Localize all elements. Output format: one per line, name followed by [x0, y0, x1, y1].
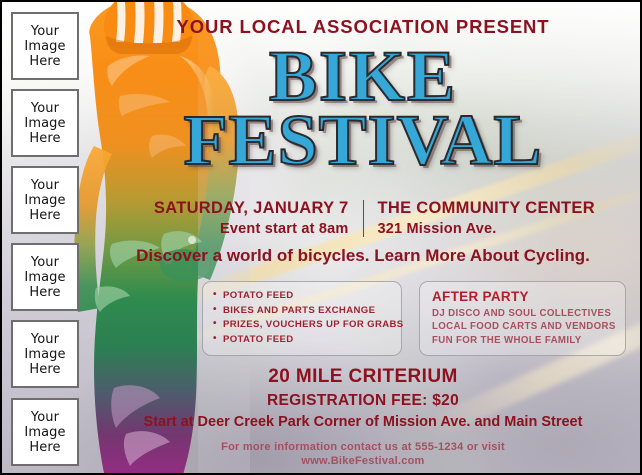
footer-line-1: For more information contact us at 555-1…	[221, 441, 505, 453]
image-placeholder-line3: Here	[29, 284, 61, 300]
footer-contact: For more information contact us at 555-1…	[84, 440, 640, 468]
list-item: POTATO FEED	[213, 332, 391, 348]
image-placeholder-line3: Here	[29, 130, 61, 146]
after-party-title: AFTER PARTY	[432, 289, 529, 304]
image-placeholder-line1: Your	[30, 409, 60, 425]
image-placeholder-5[interactable]: Your Image Here	[11, 320, 79, 388]
title-line-festival: FESTIVAL	[183, 100, 543, 180]
image-placeholder-line3: Here	[29, 361, 61, 377]
image-placeholder-4[interactable]: Your Image Here	[11, 243, 79, 311]
event-venue-column: THE COMMUNITY CENTER 321 Mission Ave.	[364, 198, 616, 239]
image-placeholder-line1: Your	[30, 23, 60, 39]
flyer-title-block: BIKE FESTIVAL	[84, 36, 640, 180]
image-placeholder-line3: Here	[29, 207, 61, 223]
list-item: FUN FOR THE WHOLE FAMILY	[432, 334, 582, 346]
image-placeholder-line2: Image	[24, 269, 66, 285]
event-tagline: Discover a world of bicycles. Learn More…	[136, 246, 590, 265]
image-placeholder-line2: Image	[24, 424, 66, 440]
image-placeholder-line1: Your	[30, 177, 60, 193]
image-placeholder-line3: Here	[29, 439, 61, 455]
image-placeholder-line1: Your	[30, 331, 60, 347]
activities-list: POTATO FEED BIKES AND PARTS EXCHANGE PRI…	[213, 288, 403, 348]
image-placeholder-line1: Your	[30, 100, 60, 116]
activities-panel: POTATO FEED BIKES AND PARTS EXCHANGE PRI…	[202, 281, 403, 356]
start-location: Start at Deer Creek Park Corner of Missi…	[143, 414, 583, 430]
image-placeholder-line3: Here	[29, 53, 61, 69]
criterium-title: 20 MILE CRITERIUM	[268, 366, 458, 387]
image-placeholder-line2: Image	[24, 38, 66, 54]
venue-name: THE COMMUNITY CENTER	[377, 199, 595, 217]
footer-line-2[interactable]: www.BikeFestival.com	[301, 455, 425, 467]
image-placeholder-strip: Your Image Here Your Image Here Your Ima…	[2, 2, 84, 473]
presenter-line: YOUR LOCAL ASSOCIATION PRESENT	[176, 16, 550, 37]
image-placeholder-1[interactable]: Your Image Here	[11, 12, 79, 80]
event-date-column: SATURDAY, JANUARY 7 Event start at 8am	[111, 198, 363, 239]
event-date: SATURDAY, JANUARY 7	[153, 199, 349, 217]
info-divider	[362, 200, 364, 237]
flyer-content: YOUR LOCAL ASSOCIATION PRESENT BIKE FEST…	[84, 2, 640, 473]
image-placeholder-2[interactable]: Your Image Here	[11, 89, 79, 157]
title-line-bike: BIKE	[268, 36, 458, 116]
list-item: DJ DISCO AND SOUL COLLECTIVES	[432, 308, 612, 319]
list-item: BIKES AND PARTS EXCHANGE	[213, 303, 391, 319]
list-item: LOCAL FOOD CARTS AND VENDORS	[432, 321, 616, 333]
image-placeholder-line1: Your	[30, 254, 60, 270]
list-item: PRIZES, VOUCHERS UP FOR GRABS	[213, 317, 403, 333]
list-item: POTATO FEED	[213, 288, 391, 304]
image-placeholder-3[interactable]: Your Image Here	[11, 166, 79, 234]
after-party-panel: AFTER PARTY DJ DISCO AND SOUL COLLECTIVE…	[419, 281, 626, 356]
event-info-row: SATURDAY, JANUARY 7 Event start at 8am T…	[84, 198, 640, 239]
image-placeholder-line2: Image	[24, 346, 66, 362]
image-placeholder-6[interactable]: Your Image Here	[11, 398, 79, 466]
image-placeholder-line2: Image	[24, 192, 66, 208]
event-start-time: Event start at 8am	[219, 221, 349, 237]
venue-address: 321 Mission Ave.	[377, 221, 497, 237]
image-placeholder-line2: Image	[24, 115, 66, 131]
registration-fee: REGISTRATION FEE: $20	[266, 392, 460, 409]
